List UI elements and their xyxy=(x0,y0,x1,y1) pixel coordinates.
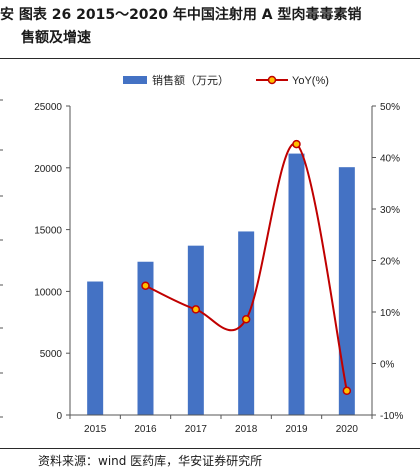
x-tick-label: 2018 xyxy=(235,424,258,435)
legend-line-label: YoY(%) xyxy=(292,75,329,87)
yoy-line-series xyxy=(141,139,352,396)
bar-2019 xyxy=(288,153,305,415)
legend-bar-label: 销售额（万元） xyxy=(152,73,229,87)
chart-area: 销售额（万元） YoY(%) 0 5000 10000 15000 20000 25000… xyxy=(0,73,403,435)
axes: 0 5000 10000 15000 20000 25000 -10% 0% 10% 20% 30%… xyxy=(34,102,403,435)
left-tick-label: 25000 xyxy=(34,102,62,113)
chart-title-line-1: 安 图表 26 2015～2020 年中国注射用 A 型肉毒毒素销 xyxy=(0,7,362,23)
chart-legend: 销售额（万元） YoY(%) xyxy=(123,73,329,87)
yoy-point-2020 xyxy=(342,386,352,396)
x-tick-label: 2017 xyxy=(185,424,208,435)
source-note: 资料来源：wind 医药库，华安证券研究所 xyxy=(38,454,263,468)
right-tick-label: 20% xyxy=(380,257,400,268)
right-tick-label: 40% xyxy=(380,154,400,165)
left-tick-label: 15000 xyxy=(34,226,62,237)
bottom-divider xyxy=(0,448,420,449)
yoy-point-2018 xyxy=(241,314,251,324)
bar-series xyxy=(87,153,355,415)
bar-2020 xyxy=(338,167,355,415)
left-tick-label: 10000 xyxy=(34,287,62,298)
left-tick-label: 20000 xyxy=(34,164,62,175)
left-edge-tick-marks xyxy=(0,99,3,418)
legend-line-marker xyxy=(267,75,277,85)
right-tick-label: 30% xyxy=(380,205,400,216)
top-divider xyxy=(0,58,420,59)
x-tick-label: 2019 xyxy=(285,424,308,435)
bar-2016 xyxy=(137,261,154,415)
yoy-point-2019 xyxy=(292,139,301,149)
yoy-point-2016 xyxy=(141,281,150,290)
left-tick-label: 5000 xyxy=(40,349,63,360)
right-tick-label: 0% xyxy=(380,360,395,371)
left-tick-label: 0 xyxy=(56,411,62,422)
x-tick-label: 2020 xyxy=(336,424,359,435)
yoy-point-2017 xyxy=(191,305,201,314)
x-tick-label: 2016 xyxy=(134,424,157,435)
right-tick-label: 10% xyxy=(380,308,400,319)
right-tick-label: -10% xyxy=(380,411,403,422)
legend-bar-swatch xyxy=(123,76,147,84)
bar-2017 xyxy=(187,245,204,415)
bar-2015 xyxy=(87,281,104,415)
x-tick-label: 2015 xyxy=(84,424,107,435)
right-tick-label: 50% xyxy=(380,102,400,113)
chart-title-line-2: 售额及增速 xyxy=(21,30,91,46)
